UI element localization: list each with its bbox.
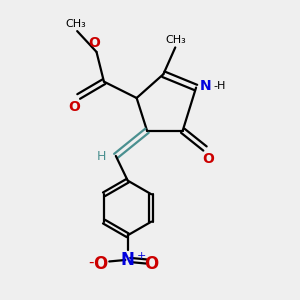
Text: H: H [97,150,106,163]
Text: O: O [202,152,214,166]
Text: N: N [200,79,211,93]
Text: +: + [136,251,146,261]
Text: CH₃: CH₃ [166,35,186,45]
Text: O: O [93,255,107,273]
Text: O: O [68,100,80,114]
Text: O: O [144,255,159,273]
Text: -: - [88,255,94,270]
Text: -H: -H [214,81,226,91]
Text: N: N [121,251,135,269]
Text: CH₃: CH₃ [65,19,86,29]
Text: O: O [88,35,100,50]
